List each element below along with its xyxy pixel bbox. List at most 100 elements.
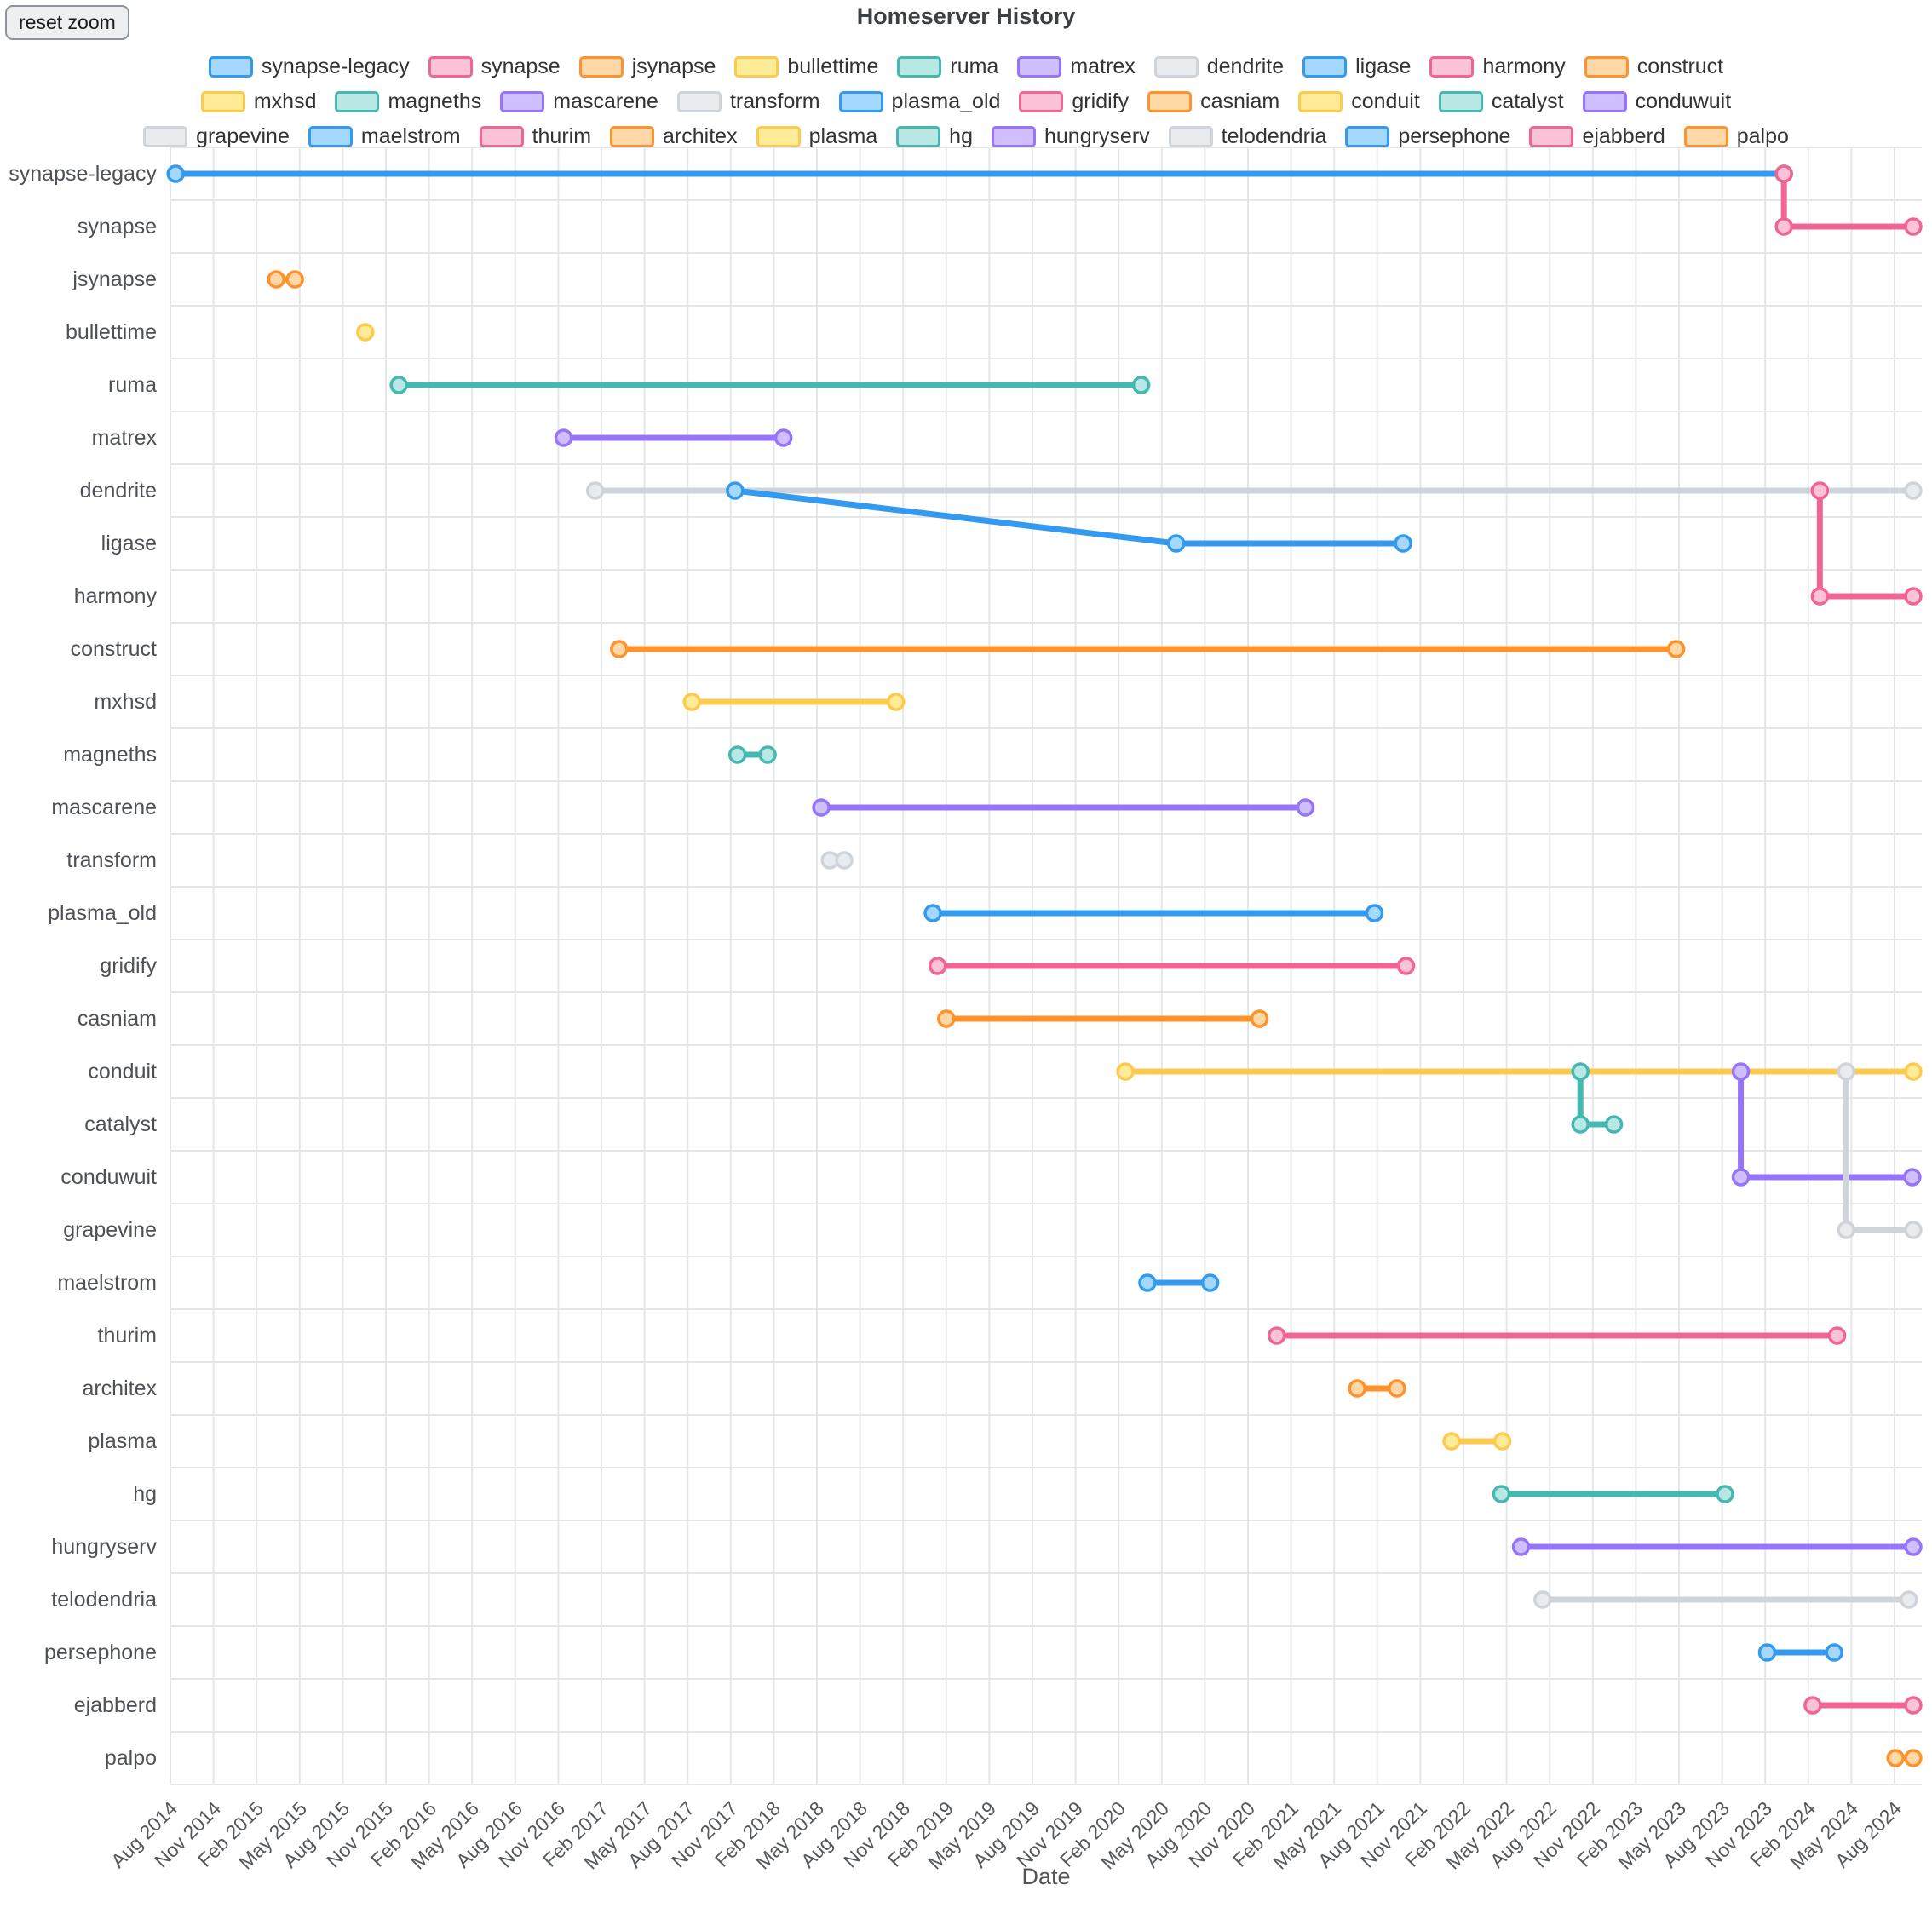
row-label-palpo: palpo: [104, 1746, 157, 1770]
markers-mascarene[interactable]: [812, 798, 1315, 817]
legend-item-hungryserv[interactable]: hungryserv: [991, 124, 1150, 149]
markers-mxhsd[interactable]: [682, 693, 906, 711]
legend-row: mxhsd magneths mascarene transform plasma_ol…: [200, 89, 1731, 114]
chart-title: Homeserver History: [856, 3, 1076, 29]
legend-item-plasma[interactable]: plasma: [756, 124, 878, 149]
x-axis-title: Date: [1021, 1864, 1071, 1889]
legend-item-hg[interactable]: hg: [896, 124, 973, 149]
row-label-harmony: harmony: [73, 584, 157, 608]
markers-catalyst[interactable]: [1571, 1062, 1624, 1134]
legend-item-gridify[interactable]: gridify: [1019, 89, 1129, 114]
markers-matrex[interactable]: [554, 428, 793, 447]
legend-item-conduwuit[interactable]: conduwuit: [1582, 89, 1731, 114]
legend-swatch-icon: [838, 91, 883, 112]
legend-item-plasma_old[interactable]: plasma_old: [838, 89, 1000, 114]
row-label-telodendria: telodendria: [51, 1588, 157, 1612]
legend-item-dendrite[interactable]: dendrite: [1153, 55, 1285, 79]
legend-item-maelstrom[interactable]: maelstrom: [308, 124, 461, 149]
legend-item-telodendria[interactable]: telodendria: [1168, 124, 1326, 149]
markers-jsynapse[interactable]: [267, 270, 304, 289]
markers-telodendria[interactable]: [1533, 1590, 1918, 1609]
legend-item-ruma[interactable]: ruma: [897, 55, 998, 79]
legend-label: magneths: [388, 89, 482, 113]
row-label-plasma: plasma: [88, 1429, 157, 1453]
legend-item-catalyst[interactable]: catalyst: [1438, 89, 1564, 114]
markers-conduwuit[interactable]: [1731, 1062, 1922, 1187]
markers-grapevine[interactable]: [1837, 1062, 1923, 1239]
markers-thurim[interactable]: [1268, 1326, 1847, 1345]
reset-zoom-button[interactable]: reset zoom: [5, 5, 129, 40]
markers-plasma[interactable]: [1442, 1432, 1512, 1451]
row-label-catalyst: catalyst: [84, 1112, 157, 1136]
legend-item-ejabberd[interactable]: ejabberd: [1529, 124, 1665, 149]
row-label-thurim: thurim: [97, 1324, 157, 1348]
markers-construct[interactable]: [610, 640, 1686, 658]
markers-casniam[interactable]: [937, 1009, 1269, 1028]
markers-transform[interactable]: [820, 851, 854, 870]
legend-label: palpo: [1736, 124, 1789, 148]
legend-item-grapevine[interactable]: grapevine: [143, 124, 290, 149]
legend-swatch-icon: [676, 91, 722, 112]
legend-item-magneths[interactable]: magneths: [335, 89, 481, 114]
legend-item-palpo[interactable]: palpo: [1683, 124, 1789, 149]
legend-item-mxhsd[interactable]: mxhsd: [200, 89, 316, 114]
legend-item-casniam[interactable]: casniam: [1147, 89, 1279, 114]
markers-ruma[interactable]: [389, 376, 1151, 394]
legend-item-harmony[interactable]: harmony: [1429, 55, 1566, 79]
legend-label: plasma: [808, 124, 878, 148]
markers-harmony[interactable]: [1810, 481, 1923, 606]
legend-item-jsynapse[interactable]: jsynapse: [578, 55, 716, 79]
legend-swatch-icon: [200, 91, 245, 112]
row-label-synapse-legacy: synapse-legacy: [9, 162, 157, 186]
row-label-hg: hg: [133, 1482, 157, 1506]
legend-item-mascarene[interactable]: mascarene: [500, 89, 658, 114]
legend-swatch-icon: [1153, 56, 1199, 78]
row-label-mxhsd: mxhsd: [94, 690, 157, 714]
row-label-ruma: ruma: [108, 373, 157, 397]
markers-gridify[interactable]: [928, 957, 1416, 975]
legend-swatch-icon: [500, 91, 545, 112]
series-markers: [166, 164, 1923, 1767]
legend-swatch-icon: [734, 56, 779, 78]
markers-architex[interactable]: [1348, 1379, 1406, 1398]
legend-item-thurim[interactable]: thurim: [479, 124, 591, 149]
legend-item-synapse-legacy[interactable]: synapse-legacy: [208, 55, 410, 79]
legend-item-construct[interactable]: construct: [1584, 55, 1723, 79]
series-conduwuit[interactable]: [1738, 1068, 1916, 1181]
markers-maelstrom[interactable]: [1138, 1273, 1220, 1292]
row-label-transform: transform: [66, 848, 157, 872]
legend-item-synapse[interactable]: synapse: [428, 55, 561, 79]
legend-item-ligase[interactable]: ligase: [1302, 55, 1411, 79]
markers-palpo[interactable]: [1886, 1749, 1923, 1767]
markers-ejabberd[interactable]: [1803, 1696, 1923, 1715]
row-label-casniam: casniam: [77, 1007, 157, 1031]
markers-synapse[interactable]: [1774, 164, 1923, 236]
series-harmony[interactable]: [1816, 487, 1917, 600]
row-label-conduit: conduit: [88, 1060, 157, 1083]
markers-hg[interactable]: [1492, 1485, 1734, 1503]
legend-swatch-icon: [1019, 91, 1064, 112]
legend-item-bullettime[interactable]: bullettime: [734, 55, 878, 79]
markers-hungryserv[interactable]: [1511, 1537, 1923, 1556]
legend-item-transform[interactable]: transform: [676, 89, 820, 114]
markers-bullettime[interactable]: [356, 323, 375, 342]
markers-magneths[interactable]: [727, 745, 777, 764]
row-label-magneths: magneths: [63, 743, 157, 767]
markers-dendrite[interactable]: [585, 481, 1923, 500]
legend-swatch-icon: [991, 126, 1036, 147]
markers-ligase[interactable]: [726, 481, 1412, 553]
legend-swatch-icon: [1302, 56, 1348, 78]
markers-conduit[interactable]: [1116, 1062, 1923, 1081]
legend-label: dendrite: [1206, 55, 1285, 78]
legend-item-architex[interactable]: architex: [610, 124, 738, 149]
legend-item-persephone[interactable]: persephone: [1345, 124, 1510, 149]
markers-plasma_old[interactable]: [923, 904, 1384, 922]
row-label-construct: construct: [70, 637, 157, 661]
row-label-matrex: matrex: [91, 426, 157, 450]
legend-item-conduit[interactable]: conduit: [1298, 89, 1420, 114]
legend-swatch-icon: [308, 126, 353, 147]
markers-persephone[interactable]: [1757, 1643, 1843, 1662]
legend-item-matrex[interactable]: matrex: [1017, 55, 1136, 79]
